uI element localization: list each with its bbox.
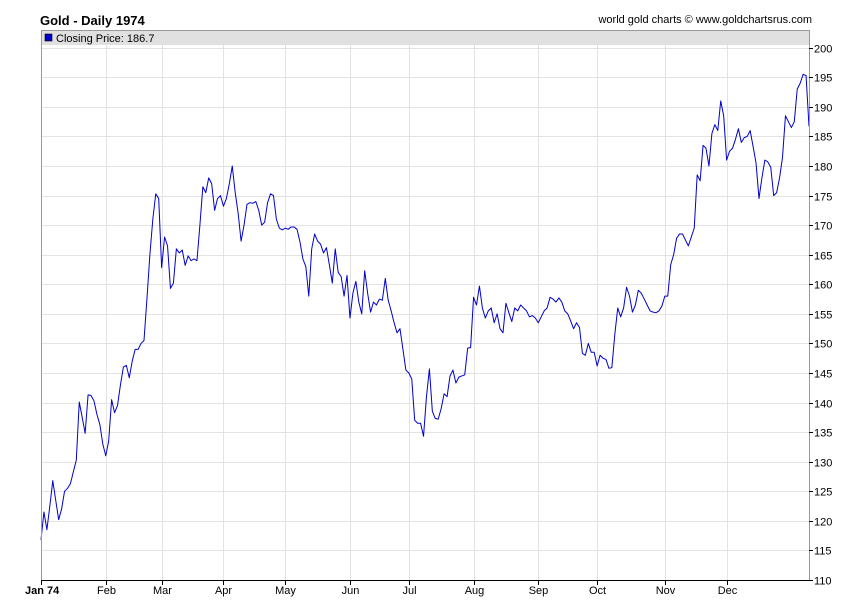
y-axis: 110 115 120 125 130 135 140 145 150 155 160 165 170 1… xyxy=(809,44,832,588)
y-tick-label-115: 115 xyxy=(814,546,832,558)
y-tick-label-155: 155 xyxy=(814,310,832,322)
legend-swatch xyxy=(44,33,53,42)
y-tick-label-110: 110 xyxy=(814,576,832,588)
y-tick-label-175: 175 xyxy=(814,192,832,204)
x-tick-label-Mar: Mar xyxy=(153,585,172,597)
y-tick-label-130: 130 xyxy=(814,458,832,470)
x-tick-label-Jul: Jul xyxy=(402,585,416,597)
x-tick-label-Jun: Jun xyxy=(342,585,360,597)
legend-label: Closing Price: 186.7 xyxy=(56,33,154,45)
x-tick-label-Dec: Dec xyxy=(718,585,738,597)
x-tick-label-Aug: Aug xyxy=(465,585,485,597)
series-group xyxy=(40,73,810,540)
series-line-closing-price xyxy=(40,73,810,540)
y-tick-label-125: 125 xyxy=(814,487,832,499)
y-tick-label-135: 135 xyxy=(814,428,832,440)
y-tick-label-160: 160 xyxy=(814,280,832,292)
x-tick-label-Apr: Apr xyxy=(215,585,232,597)
y-tick-label-200: 200 xyxy=(814,44,832,56)
plot-frame xyxy=(41,30,810,581)
y-tick-label-180: 180 xyxy=(814,162,832,174)
y-tick-label-150: 150 xyxy=(814,339,832,351)
x-tick-label-Sep: Sep xyxy=(529,585,549,597)
grid-lines xyxy=(41,30,809,581)
legend-background xyxy=(41,30,809,45)
x-tick-label-Jan-74: Jan 74 xyxy=(25,585,60,597)
y-tick-label-190: 190 xyxy=(814,103,832,115)
x-tick-label-May: May xyxy=(275,585,296,597)
y-tick-label-140: 140 xyxy=(814,399,832,411)
y-tick-label-120: 120 xyxy=(814,517,832,529)
chart-credit: world gold charts © www.goldchartsrus.co… xyxy=(598,14,812,26)
x-tick-label-Nov: Nov xyxy=(656,585,676,597)
y-tick-label-165: 165 xyxy=(814,251,832,263)
x-tick-label-Oct: Oct xyxy=(589,585,606,597)
y-tick-label-170: 170 xyxy=(814,221,832,233)
chart-title: Gold - Daily 1974 xyxy=(40,13,145,28)
y-tick-label-185: 185 xyxy=(814,132,832,144)
x-axis: Jan 74 Feb Mar Apr May Jun Jul Aug Sep Oct Nov Dec xyxy=(25,580,809,597)
y-tick-label-145: 145 xyxy=(814,369,832,381)
x-tick-label-Feb: Feb xyxy=(97,585,116,597)
legend: Closing Price: 186.7 xyxy=(41,30,809,45)
y-tick-label-195: 195 xyxy=(814,73,832,85)
